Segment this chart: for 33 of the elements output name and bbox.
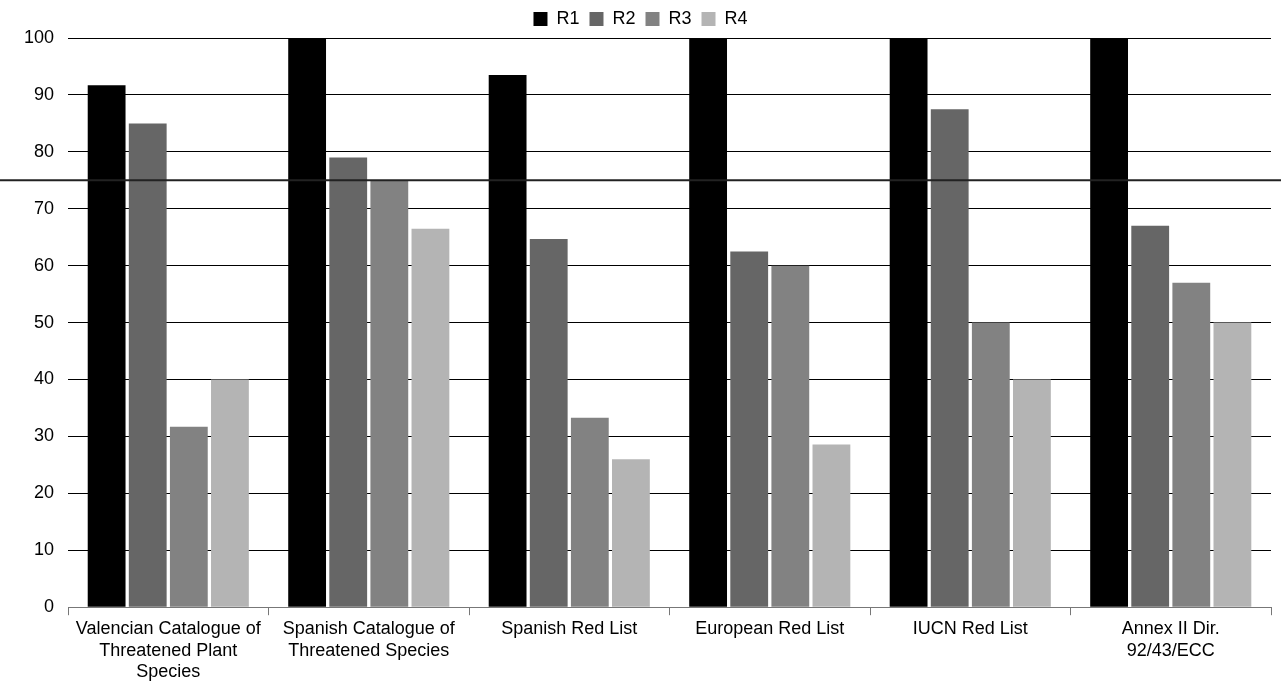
x-tick-label: Spanish Catalogue of Threatened Species (282, 617, 456, 660)
bar (411, 228, 450, 607)
bar (211, 379, 249, 607)
bar (329, 157, 368, 607)
x-tick-label: Spanish Red List (501, 617, 638, 638)
x-tick-label: European Red List (695, 617, 845, 638)
bar (612, 459, 650, 607)
bar (128, 123, 167, 607)
y-tick-label: 20 (34, 482, 55, 503)
y-tick-label: 80 (34, 140, 55, 161)
legend-label: R1 (556, 7, 580, 28)
legend-label: R3 (668, 7, 692, 28)
y-tick-label: 100 (23, 26, 55, 47)
bar (1131, 225, 1170, 607)
legend-label: R2 (612, 7, 636, 28)
bar (930, 109, 969, 607)
y-tick-label: 90 (34, 83, 55, 104)
legend-label: R4 (724, 7, 748, 28)
bar (1013, 379, 1051, 607)
x-tick-label: Annex II Dir. 92/43/ECC (1121, 617, 1220, 660)
bar (1213, 322, 1252, 607)
y-tick-label: 30 (34, 425, 55, 446)
x-tick-label: IUCN Red List (912, 617, 1028, 638)
y-tick-label: 10 (34, 539, 55, 560)
y-tick-label: 60 (34, 254, 55, 275)
bar (812, 444, 851, 607)
x-tick-label: Valencian Catalogue of Threatened Plant Species (75, 617, 262, 682)
bar (529, 238, 568, 607)
y-tick-label: 50 (34, 311, 55, 332)
y-tick-label: 70 (34, 197, 55, 218)
bar (730, 251, 769, 607)
y-tick-label: 0 (44, 596, 55, 617)
y-tick-label: 40 (34, 368, 55, 389)
